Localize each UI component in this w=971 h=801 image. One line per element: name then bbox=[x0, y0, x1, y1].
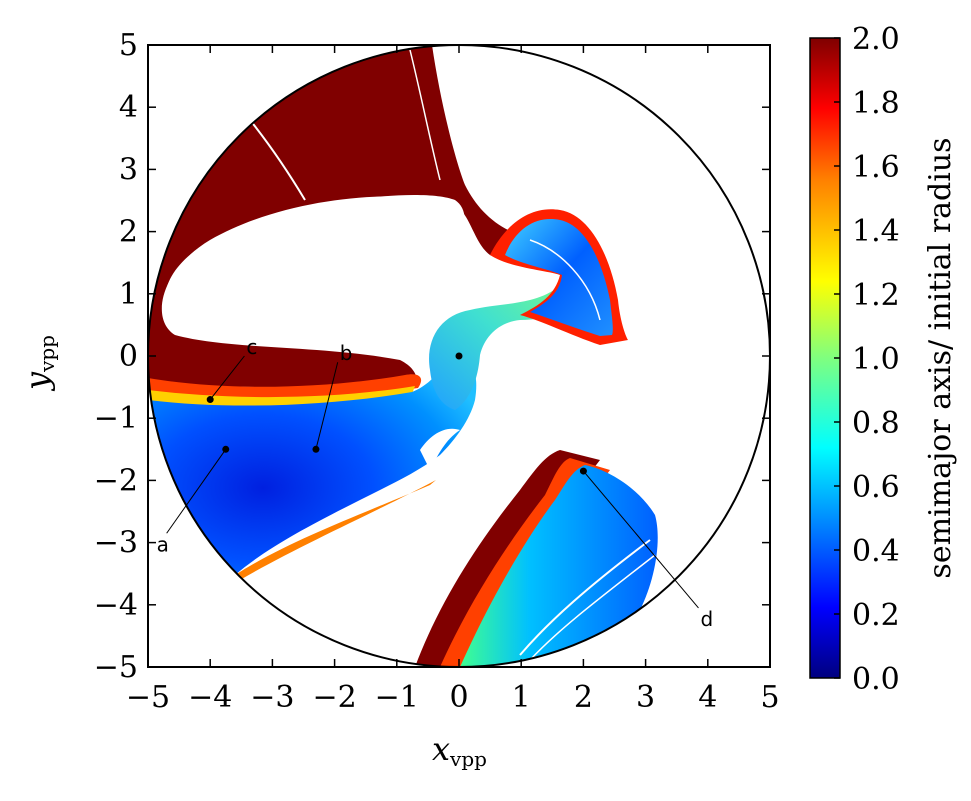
x-tick-label: 1 bbox=[512, 680, 531, 715]
marker-point bbox=[455, 352, 463, 360]
y-axis-label: yvpp bbox=[18, 335, 59, 392]
marker-point bbox=[222, 445, 230, 453]
region-white-hole bbox=[165, 194, 465, 342]
colorbar-tick-label: 1.2 bbox=[852, 278, 900, 313]
colorbar-tick-label: 1.4 bbox=[852, 214, 900, 249]
x-tick-label: −5 bbox=[126, 680, 170, 715]
colorbar-tick-label: 0.4 bbox=[852, 534, 900, 569]
annotation-leader bbox=[583, 470, 699, 609]
filament-lower-2 bbox=[529, 554, 656, 661]
filament-upper bbox=[249, 119, 306, 201]
y-tick-label: 3 bbox=[119, 152, 138, 187]
colorbar-tick-label: 1.0 bbox=[852, 342, 900, 377]
annotation-label: c bbox=[246, 335, 257, 359]
annotation-label: b bbox=[340, 341, 353, 365]
region-rim-left bbox=[148, 374, 422, 400]
annotation-leader bbox=[209, 355, 245, 400]
colorbar-ticks: 2.0 1.8 1.6 1.4 1.2 1.0 0.8 0.6 0.4 0.2 0.0 bbox=[834, 22, 900, 697]
x-tick-label: 0 bbox=[449, 680, 468, 715]
annotation-label: a bbox=[157, 532, 169, 556]
x-tick-label: 5 bbox=[760, 680, 779, 715]
region-escape-upper bbox=[148, 45, 560, 390]
region-rim-lower bbox=[235, 480, 436, 580]
y-tick-label: −1 bbox=[94, 401, 138, 436]
region-upper-right-lobe-inner bbox=[505, 219, 613, 336]
colorbar-tick-label: 2.0 bbox=[852, 22, 900, 57]
colorbar-tick-label: 1.8 bbox=[852, 86, 900, 121]
x-tick-label: 2 bbox=[574, 680, 593, 715]
colorbar-label: semimajor axis/ initial radius bbox=[923, 137, 958, 578]
colorbar-tick-label: 1.6 bbox=[852, 150, 900, 185]
annotation-label: d bbox=[700, 607, 713, 631]
colorbar-tick-label: 0.8 bbox=[852, 406, 900, 441]
annotation-leader bbox=[166, 449, 227, 534]
colorbar-tick-label: 0.6 bbox=[852, 470, 900, 505]
y-tick-label: −4 bbox=[94, 588, 138, 623]
x-tick-label: 3 bbox=[636, 680, 655, 715]
region-lower-right-lobe bbox=[460, 465, 658, 667]
y-tick-label: 2 bbox=[119, 215, 138, 250]
filament-lower bbox=[519, 539, 651, 656]
x-tick-label: −4 bbox=[188, 680, 232, 715]
x-tick-label: −3 bbox=[250, 680, 294, 715]
heatmap bbox=[148, 45, 658, 667]
filament-upper-2 bbox=[409, 49, 441, 181]
region-blue-lower-left bbox=[148, 357, 477, 575]
x-tick-label: −2 bbox=[312, 680, 356, 715]
region-white-notch bbox=[420, 428, 460, 470]
y-tick-label: 0 bbox=[119, 339, 138, 374]
y-tick-label: 5 bbox=[119, 28, 138, 63]
y-tick-label: −5 bbox=[94, 650, 138, 685]
y-ticks: 5 4 3 2 1 0 −1 −2 −3 −4 −5 bbox=[94, 28, 770, 685]
y-tick-label: 1 bbox=[119, 277, 138, 312]
marker-point bbox=[206, 396, 214, 404]
y-tick-label: −2 bbox=[94, 463, 138, 498]
marker-point bbox=[579, 467, 587, 475]
x-ticks: −5 −4 −3 −2 −1 0 1 2 3 4 5 bbox=[126, 45, 780, 715]
x-tick-label: 4 bbox=[698, 680, 717, 715]
annotation-leader bbox=[315, 362, 339, 450]
x-tick-label: −1 bbox=[375, 680, 419, 715]
y-tick-label: −3 bbox=[94, 526, 138, 561]
annotations: a b c d bbox=[157, 335, 714, 631]
x-axis-label: xvpp bbox=[432, 730, 487, 771]
y-tick-label: 4 bbox=[119, 90, 138, 125]
filament-lobe bbox=[529, 239, 601, 321]
colorbar-tick-label: 0.2 bbox=[852, 598, 900, 633]
colorbar-tick-label: 0.0 bbox=[852, 662, 900, 697]
marker-point bbox=[312, 445, 320, 453]
